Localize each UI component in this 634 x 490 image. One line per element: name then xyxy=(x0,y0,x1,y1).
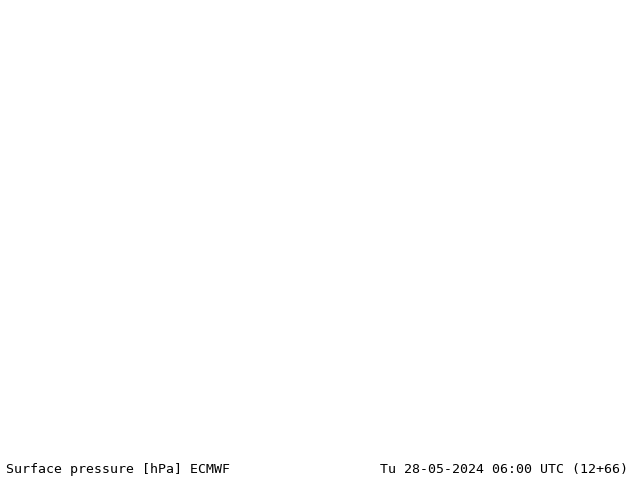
Text: Tu 28-05-2024 06:00 UTC (12+66): Tu 28-05-2024 06:00 UTC (12+66) xyxy=(380,463,628,476)
Text: Surface pressure [hPa] ECMWF: Surface pressure [hPa] ECMWF xyxy=(6,463,230,476)
